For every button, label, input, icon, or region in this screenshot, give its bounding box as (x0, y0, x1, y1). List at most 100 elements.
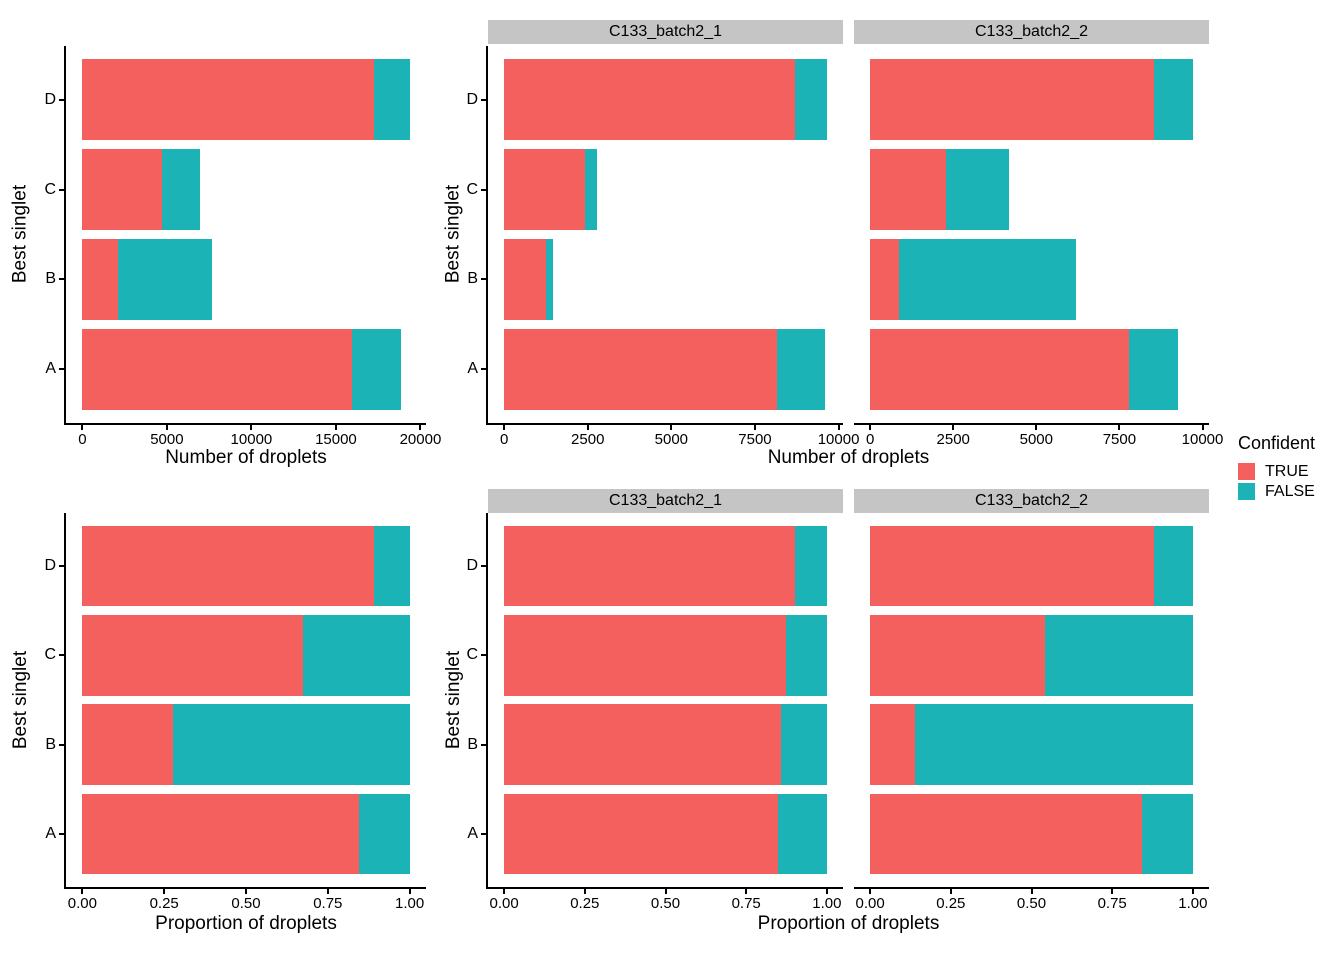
panel-proportions-batch2-1: D C B A 0.00 0.25 0.50 0.75 1.00 (466, 513, 843, 912)
x-tick-mark (753, 425, 756, 430)
bar-segment-false-c (161, 149, 200, 230)
y-tick-label: D (466, 557, 478, 575)
bar-segment-true-d (82, 526, 374, 607)
x-axis-line (64, 423, 426, 425)
bar-segment-false-c (945, 149, 1010, 230)
x-tick-mark (1111, 889, 1114, 894)
y-tick-mark (481, 188, 486, 191)
bar-segment-true-a (504, 793, 779, 874)
x-axis-title-counts-overall: Number of droplets (165, 447, 327, 468)
bar-segment-false-a (1141, 793, 1193, 874)
x-tick-mark (869, 889, 872, 894)
y-tick-mark (481, 368, 486, 371)
x-axis-line (486, 887, 843, 889)
bar-segment-true-d (82, 59, 374, 141)
y-tick-label: A (467, 824, 478, 842)
bar-segment-true-c (82, 615, 304, 696)
x-tick-mark (245, 889, 247, 894)
y-tick-mark (59, 98, 64, 101)
legend-swatch-false-icon (1238, 483, 1255, 500)
legend-title: Confident (1238, 433, 1316, 453)
x-tick-label: 1.00 (1178, 895, 1208, 912)
y-tick-mark (59, 743, 64, 746)
facet-strip-proportions-batch2-1: C133_batch2_1 (488, 489, 843, 513)
x-tick-label: 0.25 (149, 895, 179, 912)
bar-segment-false-c (585, 149, 597, 230)
y-tick-label: A (467, 360, 478, 378)
x-tick-mark (664, 889, 667, 894)
panel-counts-batch2-1: D C B A 0 2500 5000 7500 10000 (466, 46, 859, 448)
bar-segment-false-b (914, 704, 1193, 785)
y-tick-mark (481, 654, 486, 657)
x-axis-title-proportions-facets: Proportion of droplets (757, 913, 940, 934)
panel-counts-overall: D C B A 0 5000 10000 15000 20000 (44, 46, 441, 448)
x-tick-mark (326, 889, 329, 894)
y-tick-label: A (45, 824, 56, 842)
bar-segment-false-a (1129, 328, 1179, 410)
x-tick-label: 2500 (936, 431, 970, 448)
x-tick-mark (825, 889, 828, 894)
x-axis-title-counts-facets: Number of droplets (767, 447, 930, 468)
bar-segment-true-d (504, 59, 796, 141)
bar-segment-true-c (504, 149, 586, 230)
y-tick-mark (59, 565, 64, 568)
bar-segment-true-d (870, 59, 1154, 141)
bar-segment-true-c (82, 149, 162, 230)
bar-segment-true-c (504, 615, 787, 696)
bar-segment-true-c (870, 615, 1046, 696)
y-tick-label: A (45, 360, 56, 378)
x-tick-mark (952, 425, 955, 430)
x-tick-label: 1.00 (812, 895, 842, 912)
x-tick-label: 5000 (1019, 431, 1053, 448)
y-axis-line (486, 46, 488, 425)
y-axis-line (64, 513, 66, 889)
bar-segment-true-b (504, 238, 547, 320)
x-tick-mark (165, 425, 168, 430)
x-tick-mark (81, 889, 84, 894)
y-tick-mark (481, 832, 486, 835)
legend-entry-false: FALSE (1238, 483, 1315, 500)
y-tick-mark (481, 743, 486, 746)
x-tick-mark (1035, 425, 1038, 430)
y-axis-title-proportions-facets: Best singlet (443, 650, 464, 750)
y-tick-mark (481, 565, 486, 568)
bar-segment-false-b (546, 238, 554, 320)
x-tick-label: 0.00 (855, 895, 885, 912)
x-tick-label: 0.50 (231, 895, 261, 912)
bar-segment-false-d (795, 59, 827, 141)
x-tick-mark (334, 425, 337, 430)
y-tick-label: B (467, 270, 478, 288)
x-tick-mark (837, 425, 840, 430)
y-tick-label: D (466, 90, 478, 108)
y-tick-label: C (466, 180, 478, 198)
bar-segment-false-d (373, 59, 410, 141)
x-tick-label: 0 (78, 431, 87, 448)
bar-segment-true-d (870, 526, 1155, 607)
x-tick-mark (1201, 425, 1204, 430)
bar-segment-true-a (870, 328, 1130, 410)
bar-segment-true-b (870, 238, 899, 320)
y-tick-label: B (45, 270, 56, 288)
x-tick-label: 0 (865, 431, 875, 448)
x-tick-mark (81, 425, 84, 430)
x-tick-label: 0.00 (67, 895, 97, 912)
legend-entry-true: TRUE (1238, 463, 1315, 480)
x-tick-mark (408, 889, 411, 894)
y-axis-title-proportions-overall: Best singlet (10, 650, 31, 750)
bar-segment-true-b (870, 704, 915, 785)
x-tick-mark (745, 889, 748, 894)
panel-proportions-overall: D C B A 0.00 0.25 0.50 0.75 1.00 (44, 513, 426, 912)
y-axis-line (64, 46, 66, 425)
x-tick-mark (586, 425, 589, 430)
bar-segment-false-c (303, 615, 410, 696)
legend-label-true: TRUE (1265, 463, 1309, 480)
x-tick-mark (670, 425, 673, 430)
x-tick-label: 1.00 (395, 895, 425, 912)
x-tick-label: 10000 (230, 431, 273, 448)
bar-segment-false-d (1153, 59, 1193, 141)
bar-segment-true-a (82, 328, 352, 410)
facet-strip-counts-batch2-2: C133_batch2_2 (854, 20, 1209, 44)
x-tick-label: 5000 (654, 431, 689, 448)
legend-swatch-true-icon (1238, 463, 1255, 480)
legend: Confident TRUE FALSE (1238, 433, 1315, 503)
